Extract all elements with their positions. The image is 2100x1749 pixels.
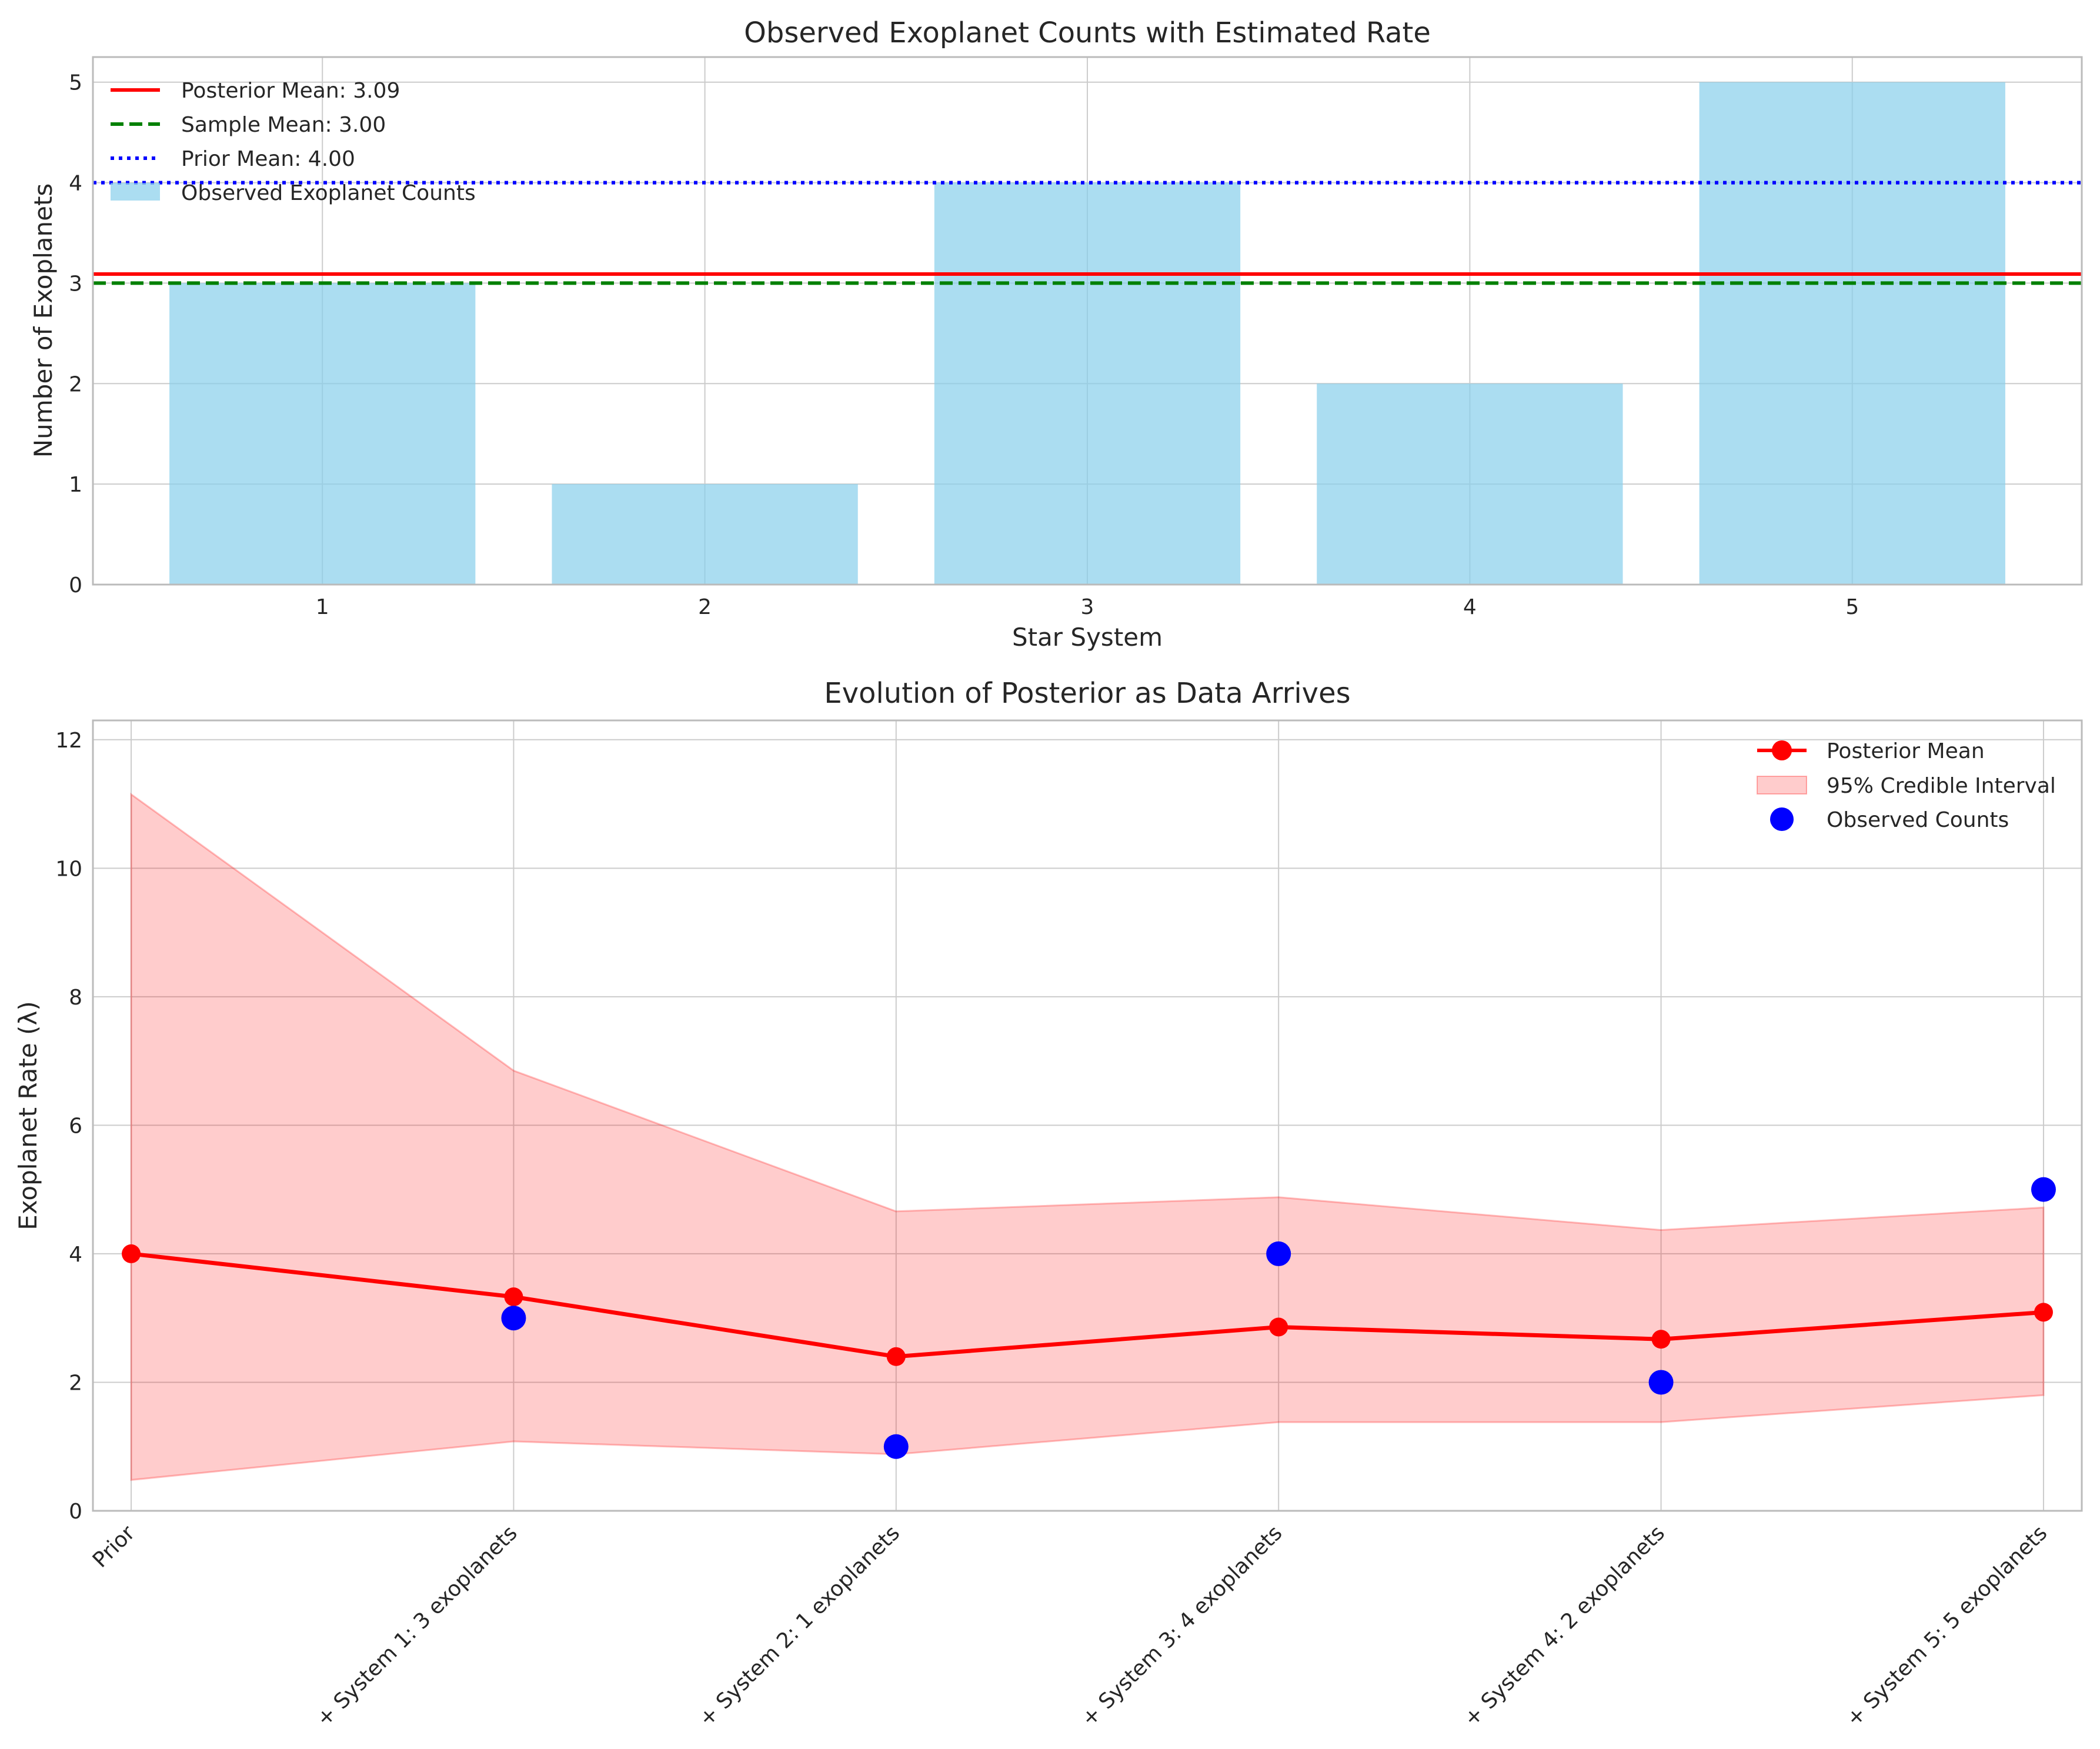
plot-frame-2 xyxy=(92,719,2083,1512)
observed-count-point xyxy=(1648,1370,1674,1395)
y-tick-label: 2 xyxy=(69,372,82,396)
y-tick-label: 12 xyxy=(55,729,82,753)
y-tick-label: 10 xyxy=(55,857,82,881)
posterior-mean-point xyxy=(1651,1330,1671,1349)
observed-count-point xyxy=(2031,1177,2056,1202)
reference-lines xyxy=(93,181,2082,285)
observed-count-point xyxy=(501,1306,526,1331)
x-axis-label-1: Star System xyxy=(1012,623,1163,652)
legend-2: Posterior Mean 95% Credible Interval Obs… xyxy=(1757,739,2056,832)
chart-title-1: Observed Exoplanet Counts with Estimated… xyxy=(744,16,1431,49)
posterior-mean-point xyxy=(504,1287,523,1307)
plot-frame-1 xyxy=(92,56,2083,586)
credible-interval-band xyxy=(130,792,2045,1481)
y-axis-label-1: Number of Exoplanets xyxy=(29,183,58,458)
plot-area-2 xyxy=(93,720,2082,1511)
chart-title-2: Evolution of Posterior as Data Arrives xyxy=(824,677,1350,710)
observed-count-point xyxy=(883,1434,909,1459)
legend-label-observed-counts-bars: Observed Exoplanet Counts xyxy=(181,181,476,205)
y-tick-label: 3 xyxy=(69,272,82,296)
y-axis-label-2: Exoplanet Rate (λ) xyxy=(14,1001,42,1230)
legend-label-prior-mean-line: Prior Mean: 4.00 xyxy=(181,147,355,171)
credible-interval-area xyxy=(130,792,2045,1481)
legend-label-sample-mean-line: Sample Mean: 3.00 xyxy=(181,113,386,137)
y-tick-label: 2 xyxy=(69,1371,82,1395)
legend-marker-posterior-mean xyxy=(1772,740,1792,760)
legend-1: Posterior Mean: 3.09 Sample Mean: 3.00 P… xyxy=(111,79,476,205)
x-tick-label: 4 xyxy=(1463,595,1477,619)
chart-observed-counts: 1 2 3 4 5 0 1 2 3 4 5 Observed Exoplanet Counts w… xyxy=(29,16,2083,652)
observed-count-point xyxy=(1266,1241,1291,1266)
y-tick-label: 5 xyxy=(69,71,82,95)
legend-swatch-observed-counts-bars xyxy=(111,183,160,201)
y-tick-label: 6 xyxy=(69,1114,82,1138)
legend-label-posterior-mean: Posterior Mean xyxy=(1827,739,1985,763)
y-tick-label: 1 xyxy=(69,473,82,497)
posterior-mean-point xyxy=(1269,1317,1288,1337)
y-tick-labels-2: 0 2 4 6 8 10 12 xyxy=(55,729,82,1524)
y-tick-label: 0 xyxy=(69,1500,82,1524)
bar-system-5 xyxy=(1699,82,2005,585)
x-tick-label: 2 xyxy=(698,595,712,619)
posterior-mean-point xyxy=(2034,1303,2053,1322)
x-tick-label: 5 xyxy=(1845,595,1859,619)
bar-system-3 xyxy=(934,182,1241,585)
y-tick-label: 4 xyxy=(69,172,82,196)
posterior-mean-point xyxy=(122,1244,141,1263)
bars xyxy=(169,82,2005,585)
y-tick-label: 0 xyxy=(69,573,82,598)
posterior-mean-line xyxy=(122,1244,2053,1366)
legend-label-posterior-mean-line: Posterior Mean: 3.09 xyxy=(181,79,400,103)
legend-marker-observed-counts xyxy=(1770,807,1794,831)
observed-count-points xyxy=(501,1177,2056,1459)
legend-label-observed-counts: Observed Counts xyxy=(1827,808,2009,832)
x-tick-label: 1 xyxy=(316,595,329,619)
bar-system-4 xyxy=(1317,383,1623,585)
y-tick-label: 8 xyxy=(69,986,82,1010)
legend-swatch-credible-interval xyxy=(1757,776,1807,795)
bar-system-1 xyxy=(169,283,476,585)
posterior-mean-path xyxy=(131,1251,2044,1359)
bar-system-2 xyxy=(552,484,858,585)
y-tick-label: 4 xyxy=(69,1243,82,1267)
x-tick-labels-1: 1 2 3 4 5 xyxy=(316,595,1859,619)
x-tick-label: 3 xyxy=(1081,595,1094,619)
posterior-mean-point xyxy=(886,1347,906,1366)
legend-label-credible-interval: 95% Credible Interval xyxy=(1827,774,2056,798)
grid-2 xyxy=(93,720,2082,1511)
y-tick-labels-1: 0 1 2 3 4 5 xyxy=(69,71,82,598)
